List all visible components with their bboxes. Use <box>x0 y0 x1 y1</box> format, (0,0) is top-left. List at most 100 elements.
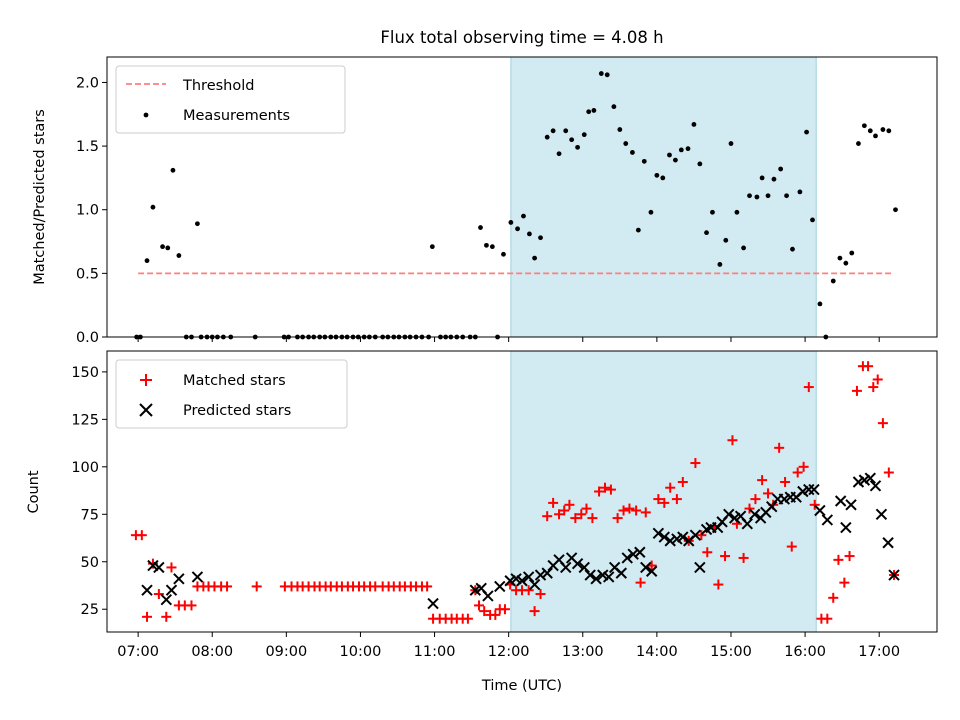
bottom-y-ticks: 25 50 75 100 125 150 <box>71 365 107 618</box>
matched-star-marker <box>738 552 749 563</box>
matched-star-marker <box>653 494 664 505</box>
predicted-marker-b <box>510 573 522 585</box>
matched-star-marker <box>696 530 707 541</box>
top-legend: Threshold Measurements <box>115 65 346 134</box>
matched-star-marker <box>479 606 490 617</box>
predicted-star-marker <box>664 535 676 547</box>
matched-star-marker <box>474 600 485 611</box>
matched-star-marker <box>786 541 797 552</box>
predicted-marker-b <box>834 495 847 507</box>
predicted-marker-b <box>888 569 900 581</box>
top-y-ticks: 0.0 0.5 1.0 1.5 2.0 <box>76 75 107 346</box>
matched-star-marker <box>744 503 755 514</box>
bottom-x-ticks: 07:00 08:00 09:00 10:00 11:00 12:00 13:00 14:00… <box>117 632 900 660</box>
measurement-point <box>501 251 506 257</box>
predicted-marker-b <box>541 567 553 579</box>
predicted-marker-b <box>571 557 584 570</box>
predicted-star-marker <box>645 565 658 577</box>
measurement-point <box>550 128 556 134</box>
matched-star-marker <box>690 458 701 469</box>
predicted-star-marker <box>834 495 847 507</box>
predicted-star-marker <box>808 483 820 496</box>
predicted-marker-b <box>627 548 639 560</box>
bottom-plot-layer <box>130 361 900 624</box>
predicted-marker-b <box>821 514 834 526</box>
x-tick-label: 16:00 <box>784 644 826 660</box>
matched-star-marker <box>554 509 565 520</box>
matched-star-marker <box>833 554 844 565</box>
matched-star-marker <box>757 475 768 486</box>
predicted-star-marker <box>845 499 857 511</box>
predicted-star-marker <box>658 531 670 543</box>
measurement-point <box>728 141 734 146</box>
predicted-star-marker <box>153 561 165 574</box>
predicted-legend-swatch-b <box>139 403 153 417</box>
predicted-star-marker <box>840 521 852 534</box>
measurement-point <box>790 246 795 252</box>
predicted-marker-b <box>723 508 735 520</box>
predicted-star-marker <box>869 480 882 492</box>
matched-legend-swatch <box>140 374 152 386</box>
predicted-star-marker <box>141 584 153 596</box>
measurement-point <box>810 217 815 223</box>
measurement-point <box>717 262 723 267</box>
measurement-point <box>771 176 777 182</box>
measurement-point <box>667 152 672 158</box>
predicted-star-marker <box>627 548 639 560</box>
matched-star-marker <box>702 547 713 558</box>
predicted-star-marker <box>160 594 172 606</box>
matched-star-marker <box>809 499 820 510</box>
measurement-point <box>623 141 629 146</box>
matched-star-marker <box>792 467 803 478</box>
predicted-marker-b <box>615 567 628 579</box>
predicted-star-marker <box>803 483 815 496</box>
measurement-point <box>660 175 666 181</box>
predicted-marker-b <box>165 584 178 596</box>
predicted-marker-b <box>553 554 565 566</box>
predicted-marker-b <box>147 559 159 572</box>
matched-star-marker <box>581 503 592 514</box>
matched-star-marker <box>462 613 473 624</box>
matched-star-marker <box>529 606 540 617</box>
predicted-star-marker <box>882 537 894 549</box>
predicted-marker-b <box>153 561 165 574</box>
measurement-point <box>144 258 150 264</box>
predicted-star-marker <box>602 571 615 583</box>
predicted-legend-label: Predicted stars <box>183 403 291 419</box>
measurement-point <box>598 71 604 76</box>
predicted-marker-b <box>875 508 888 520</box>
predicted-marker-b <box>560 561 572 574</box>
measurement-point <box>489 244 495 250</box>
x-tick-label: 08:00 <box>191 644 233 660</box>
threshold-legend-label: Threshold <box>182 78 254 94</box>
predicted-star-marker <box>888 569 900 581</box>
predicted-star-marker <box>821 514 834 526</box>
predicted-star-marker <box>634 546 646 558</box>
predicted-star-marker <box>528 578 541 591</box>
top-panel: 0.00.51.01.52.0 Matched/Predicted stars … <box>32 56 938 346</box>
matched-star-marker <box>727 435 738 446</box>
measurement-point <box>648 209 654 215</box>
measurement-point <box>734 209 740 215</box>
predicted-star-marker <box>677 531 689 543</box>
top-y-axis-label: Matched/Predicted stars <box>32 109 48 285</box>
measurement-point <box>556 151 562 157</box>
x-tick-label: 14:00 <box>636 644 678 660</box>
matched-star-marker <box>872 374 883 385</box>
measurement-point <box>521 213 526 219</box>
predicted-star-marker <box>864 472 877 484</box>
predicted-marker-b <box>141 584 153 596</box>
x-tick-label: 15:00 <box>710 644 752 660</box>
matched-star-marker <box>161 611 172 622</box>
predicted-marker-b <box>597 569 609 581</box>
matched-star-marker <box>523 585 534 596</box>
x-tick-label: 13:00 <box>562 644 604 660</box>
measurement-point <box>195 221 200 227</box>
measurement-point <box>747 193 752 199</box>
predicted-marker-b <box>516 575 528 587</box>
predicted-marker-b <box>584 569 596 581</box>
measurement-point <box>754 194 760 200</box>
matched-star-marker <box>640 507 651 518</box>
measurement-point <box>484 242 489 248</box>
predicted-marker-b <box>748 508 761 520</box>
